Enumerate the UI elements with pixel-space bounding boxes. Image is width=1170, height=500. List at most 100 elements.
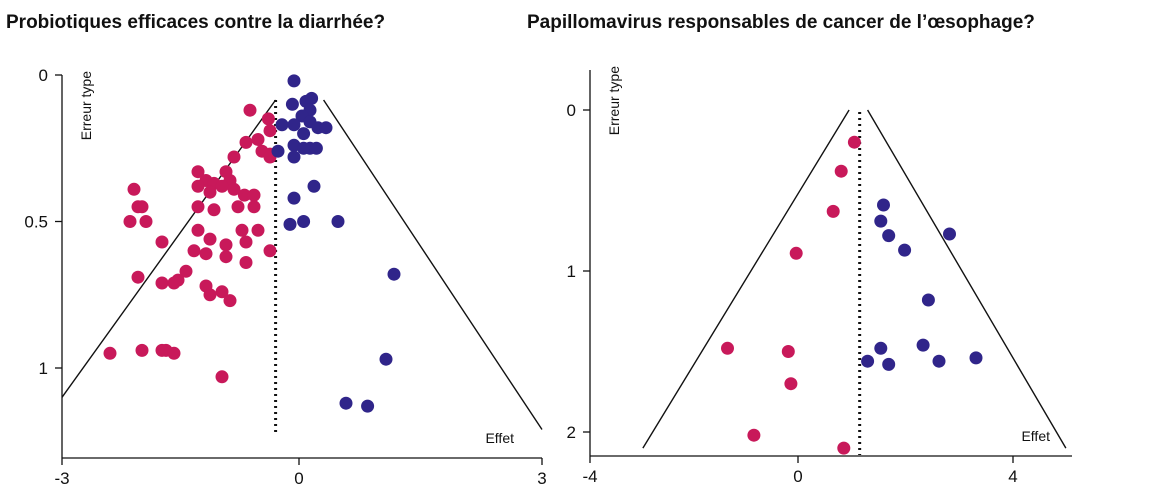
- study-point-blue: [916, 338, 930, 352]
- study-point-red: [135, 343, 149, 357]
- study-point-blue: [307, 179, 321, 193]
- study-point-red: [187, 244, 201, 258]
- study-point-red: [155, 235, 169, 249]
- study-point-red: [179, 264, 193, 278]
- study-point-blue: [297, 141, 311, 155]
- study-point-red: [747, 428, 761, 442]
- study-point-blue: [874, 341, 888, 355]
- study-point-red: [167, 276, 181, 290]
- study-point-red: [191, 223, 205, 237]
- x-tick-label: 3: [537, 469, 546, 488]
- y-axis-label: Erreur type: [78, 71, 94, 140]
- study-point-red: [191, 179, 205, 193]
- y-axis-label: Erreur type: [606, 66, 622, 135]
- study-point-blue: [271, 144, 285, 158]
- study-point-blue: [275, 118, 289, 132]
- study-point-red: [131, 270, 145, 284]
- study-point-red: [219, 238, 233, 252]
- study-point-red: [834, 164, 848, 178]
- study-point-red: [239, 256, 253, 269]
- study-point-blue: [387, 267, 401, 281]
- study-point-red: [203, 185, 217, 199]
- study-point-red: [223, 294, 237, 308]
- x-tick-label: 0: [294, 469, 303, 488]
- study-point-red: [203, 288, 217, 302]
- study-point-red: [247, 188, 261, 202]
- study-point-red: [847, 135, 861, 149]
- study-point-red: [215, 179, 229, 193]
- y-tick-label: 0: [567, 101, 576, 120]
- study-point-red: [215, 370, 229, 384]
- study-point-red: [215, 285, 229, 299]
- study-point-red: [263, 244, 277, 258]
- study-point-red: [155, 343, 169, 357]
- study-point-blue: [309, 141, 323, 155]
- y-tick-label: 2: [567, 423, 576, 442]
- study-point-red: [139, 215, 153, 228]
- x-tick-label: -3: [54, 469, 69, 488]
- study-point-red: [721, 341, 734, 355]
- study-point-red: [239, 235, 253, 249]
- study-point-blue: [297, 215, 311, 228]
- study-point-blue: [339, 396, 353, 410]
- study-point-red: [155, 276, 169, 290]
- right-chart-title: Papillomavirus responsables de cancer de…: [527, 12, 1035, 33]
- study-point-blue: [932, 354, 946, 368]
- study-point-red: [263, 124, 277, 138]
- study-point-red: [127, 182, 141, 196]
- funnel-left-line: [61, 99, 277, 398]
- left-chart-title: Probiotiques efficaces contre la diarrhé…: [6, 12, 386, 33]
- study-point-red: [227, 150, 241, 164]
- study-point-blue: [305, 91, 319, 105]
- x-axis-label: Effet: [485, 430, 514, 446]
- study-point-blue: [921, 293, 935, 307]
- study-point-blue: [874, 214, 888, 228]
- y-tick-label: 0: [39, 66, 48, 85]
- study-point-blue: [877, 198, 890, 212]
- x-axis-label: Effet: [1021, 428, 1050, 444]
- x-tick-label: 0: [793, 467, 802, 486]
- funnel-right-line: [866, 109, 1067, 449]
- study-point-red: [191, 165, 205, 179]
- study-point-red: [247, 200, 261, 214]
- study-point-red: [239, 135, 253, 149]
- study-point-red: [235, 223, 249, 237]
- study-point-blue: [331, 215, 345, 228]
- study-point-red: [837, 441, 851, 455]
- study-point-red: [781, 345, 795, 358]
- chart-panel-right: -4 0 4 0 1 2 Erreur type Effet: [567, 66, 1072, 486]
- funnel-right-line: [323, 99, 543, 430]
- study-point-blue: [287, 74, 301, 88]
- funnel-left-line: [642, 109, 850, 449]
- study-point-blue: [361, 399, 375, 413]
- study-point-red: [227, 182, 241, 196]
- study-point-red: [789, 246, 803, 260]
- study-point-red: [251, 133, 265, 146]
- y-tick-label: 0.5: [24, 213, 48, 232]
- y-tick-label: 1: [39, 359, 48, 378]
- study-point-red: [103, 346, 117, 360]
- study-point-red: [167, 346, 181, 360]
- study-point-blue: [943, 227, 956, 241]
- study-point-blue: [882, 229, 896, 243]
- study-point-red: [219, 250, 233, 264]
- study-point-blue: [285, 97, 299, 111]
- study-point-blue: [898, 243, 912, 257]
- study-point-red: [237, 188, 251, 202]
- study-point-blue: [283, 217, 297, 231]
- study-point-red: [243, 103, 257, 117]
- y-tick-label: 1: [567, 262, 576, 281]
- study-point-red: [207, 203, 221, 217]
- study-point-blue: [287, 118, 301, 132]
- study-point-blue: [319, 121, 333, 135]
- study-point-red: [191, 200, 205, 214]
- study-point-red: [199, 247, 213, 261]
- study-point-red: [231, 200, 245, 214]
- study-point-blue: [882, 357, 896, 371]
- study-point-blue: [287, 150, 301, 164]
- study-point-red: [251, 223, 265, 237]
- chart-panel-left: -3 0 3 0 0.5 1 Erreur type Effet: [24, 66, 546, 488]
- x-tick-label: 4: [1008, 467, 1017, 486]
- study-point-blue: [861, 354, 875, 368]
